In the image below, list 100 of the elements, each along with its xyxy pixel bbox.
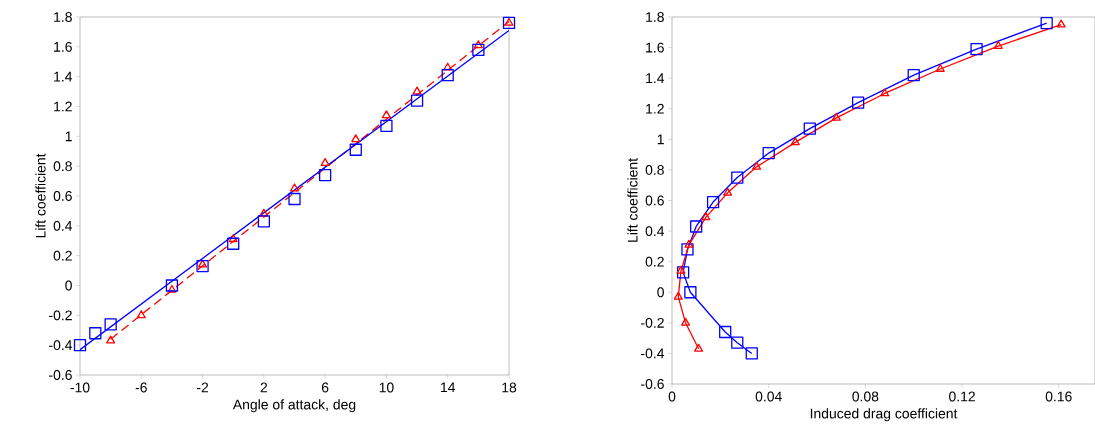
y-tick-label: 1.6 <box>646 42 664 53</box>
point <box>472 43 485 56</box>
point <box>851 96 865 109</box>
x-tick-label: 14 <box>441 382 456 393</box>
y-tick-label: 1 <box>65 131 72 142</box>
point <box>257 215 271 228</box>
point <box>351 134 361 143</box>
point <box>196 259 209 273</box>
y-tick-label: 0.2 <box>645 256 664 267</box>
point <box>136 310 146 319</box>
x-tick-label: 0.08 <box>852 391 879 402</box>
point <box>443 62 453 71</box>
y-tick-label: 1.4 <box>54 71 73 82</box>
y-axis-title: Lift coefficient <box>627 158 638 242</box>
point <box>706 195 720 209</box>
x-tick-label: 0.04 <box>755 391 782 402</box>
x-tick-label: 0 <box>668 391 676 402</box>
point <box>198 259 208 268</box>
y-tick-label: -0.6 <box>641 379 664 389</box>
y-tick-label: 0.6 <box>53 191 72 201</box>
point <box>165 279 179 292</box>
point <box>106 335 116 344</box>
y-axis-title: Lift coefficient <box>35 153 46 238</box>
x-tick-label: 0.12 <box>949 391 975 402</box>
x-tick-label: 18 <box>502 382 517 393</box>
y-tick-label: 0 <box>657 287 664 298</box>
point <box>719 325 732 339</box>
point <box>381 110 391 119</box>
point <box>288 192 301 206</box>
point <box>970 42 983 56</box>
point <box>684 286 697 299</box>
point <box>228 234 238 243</box>
point <box>410 94 424 107</box>
point <box>880 88 890 97</box>
point <box>676 266 690 279</box>
y-tick-label: -0.2 <box>49 310 72 321</box>
x-tick-label: -10 <box>70 382 90 393</box>
point <box>790 137 800 146</box>
x-axis-title: Angle of attack, deg <box>232 399 356 413</box>
y-tick-label: -0.4 <box>49 340 73 351</box>
point <box>684 239 694 248</box>
point <box>731 171 744 184</box>
point <box>1056 19 1066 28</box>
point <box>681 317 691 326</box>
y-tick-label: 1.4 <box>646 73 665 83</box>
point <box>673 291 683 300</box>
point <box>681 243 694 256</box>
y-tick-label: 1.8 <box>54 12 72 22</box>
x-tick-label: -6 <box>135 382 147 393</box>
point <box>349 143 362 156</box>
x-tick-label: -2 <box>197 382 209 393</box>
y-tick-label: 1 <box>657 134 664 145</box>
point <box>412 86 422 95</box>
point <box>803 122 816 135</box>
y-tick-label: 1.6 <box>54 41 72 52</box>
y-tick-label: 0 <box>65 280 72 291</box>
point <box>504 17 514 26</box>
point <box>380 119 393 133</box>
point <box>473 40 483 49</box>
y-tick-label: 1.2 <box>646 103 664 114</box>
point <box>831 112 841 121</box>
point <box>676 265 686 274</box>
y-tick-label: -0.2 <box>641 317 664 328</box>
point <box>993 40 1003 49</box>
y-tick-label: 0.6 <box>645 195 664 206</box>
y-tick-label: -0.4 <box>641 348 665 359</box>
x-tick-label: 2 <box>260 382 268 393</box>
point <box>502 16 516 30</box>
x-tick-label: 10 <box>379 382 394 393</box>
x-axis-title: Induced drag coefficient <box>810 408 958 422</box>
point <box>745 347 758 360</box>
point <box>752 161 762 170</box>
point <box>723 187 733 196</box>
y-tick-label: 1.2 <box>54 101 72 112</box>
point <box>694 343 704 352</box>
point <box>227 237 240 250</box>
x-tick-label: 6 <box>321 382 329 393</box>
point <box>762 146 775 160</box>
point <box>318 168 332 182</box>
point <box>289 183 300 192</box>
point <box>320 158 330 167</box>
point <box>259 208 269 217</box>
point <box>1040 16 1053 30</box>
point <box>690 220 703 233</box>
point <box>441 69 454 82</box>
y-tick-label: 0.8 <box>645 164 664 175</box>
y-tick-label: 0.8 <box>53 161 72 172</box>
point <box>89 327 102 340</box>
y-tick-label: -0.6 <box>49 370 72 380</box>
y-tick-label: 0.2 <box>53 250 72 261</box>
y-tick-label: 0.4 <box>645 226 665 237</box>
point <box>701 212 711 221</box>
point <box>73 339 87 352</box>
point <box>731 336 744 349</box>
x-tick-label: 0.16 <box>1045 391 1072 402</box>
point <box>167 284 177 293</box>
y-tick-label: 0.4 <box>53 220 73 231</box>
point <box>935 63 945 72</box>
point <box>104 318 117 331</box>
y-tick-label: 1.8 <box>646 12 664 22</box>
